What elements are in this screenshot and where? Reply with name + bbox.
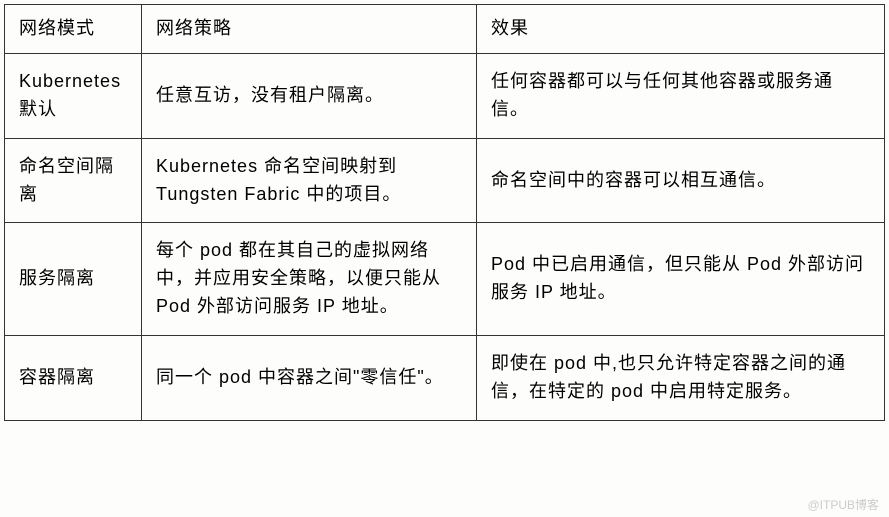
cell-policy: Kubernetes 命名空间映射到 Tungsten Fabric 中的项目。 [142, 138, 477, 223]
header-effect: 效果 [477, 5, 885, 54]
cell-effect: 即使在 pod 中,也只允许特定容器之间的通信，在特定的 pod 中启用特定服务… [477, 336, 885, 421]
cell-policy: 每个 pod 都在其自己的虚拟网络中，并应用安全策略，以便只能从 Pod 外部访… [142, 223, 477, 336]
table-container: 网络模式 网络策略 效果 Kubernetes默认 任意互访，没有租户隔离。 任… [0, 0, 889, 425]
table-row: 容器隔离 同一个 pod 中容器之间"零信任"。 即使在 pod 中,也只允许特… [5, 336, 885, 421]
table-row: 命名空间隔离 Kubernetes 命名空间映射到 Tungsten Fabri… [5, 138, 885, 223]
table-row: 服务隔离 每个 pod 都在其自己的虚拟网络中，并应用安全策略，以便只能从 Po… [5, 223, 885, 336]
cell-mode: 命名空间隔离 [5, 138, 142, 223]
cell-mode: 服务隔离 [5, 223, 142, 336]
watermark: @ITPUB博客 [807, 496, 879, 513]
header-mode: 网络模式 [5, 5, 142, 54]
table-row: Kubernetes默认 任意互访，没有租户隔离。 任何容器都可以与任何其他容器… [5, 53, 885, 138]
cell-effect: Pod 中已启用通信，但只能从 Pod 外部访问服务 IP 地址。 [477, 223, 885, 336]
cell-effect: 任何容器都可以与任何其他容器或服务通信。 [477, 53, 885, 138]
header-policy: 网络策略 [142, 5, 477, 54]
table-header-row: 网络模式 网络策略 效果 [5, 5, 885, 54]
cell-mode: 容器隔离 [5, 336, 142, 421]
cell-mode: Kubernetes默认 [5, 53, 142, 138]
cell-effect: 命名空间中的容器可以相互通信。 [477, 138, 885, 223]
table-body: Kubernetes默认 任意互访，没有租户隔离。 任何容器都可以与任何其他容器… [5, 53, 885, 420]
cell-policy: 任意互访，没有租户隔离。 [142, 53, 477, 138]
cell-policy: 同一个 pod 中容器之间"零信任"。 [142, 336, 477, 421]
network-modes-table: 网络模式 网络策略 效果 Kubernetes默认 任意互访，没有租户隔离。 任… [4, 4, 885, 421]
